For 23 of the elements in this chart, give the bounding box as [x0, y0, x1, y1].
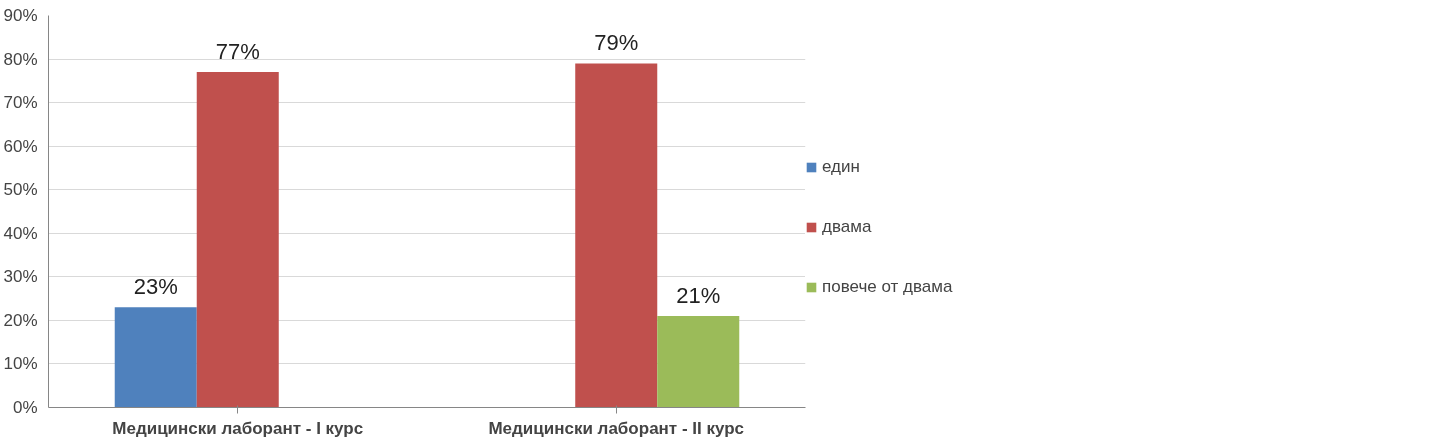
x-tick-label: Медицински лаборант - I курс: [112, 418, 364, 438]
bar: [114, 307, 197, 408]
legend-label: един: [822, 157, 860, 177]
y-tick-label: 60%: [3, 136, 38, 156]
y-tick-label: 80%: [3, 49, 38, 69]
legend-label: двама: [822, 217, 872, 237]
y-tick-label: 10%: [3, 354, 38, 374]
text: 77%: [215, 39, 260, 65]
bar: [575, 63, 658, 408]
y-tick-label: 0%: [12, 398, 38, 417]
y-tick-label: 20%: [3, 310, 38, 330]
y-tick-label: 70%: [3, 93, 38, 113]
y-tick-label: 40%: [3, 223, 38, 243]
y-tick-label: 90%: [3, 6, 38, 25]
y-tick-label: 30%: [3, 267, 38, 287]
bar: [196, 72, 279, 408]
text: 23%: [133, 274, 178, 300]
text: 79%: [594, 30, 639, 56]
y-tick-label: 50%: [3, 180, 38, 200]
x-tick-label: Медицински лаборант - II курс: [488, 418, 745, 438]
bar: [657, 316, 740, 408]
legend-label: повече от двама: [822, 277, 953, 297]
text: 21%: [676, 283, 721, 309]
